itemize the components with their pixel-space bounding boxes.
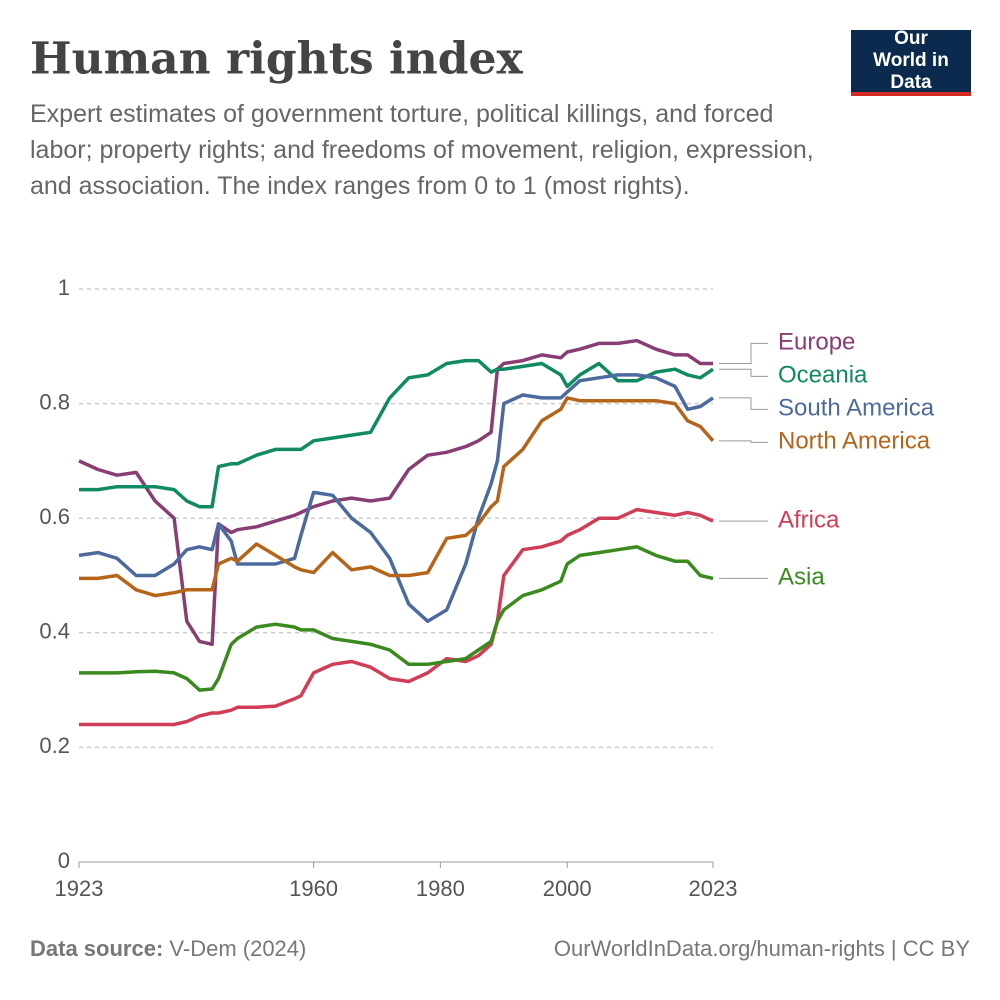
source-label: Data source: <box>30 936 164 961</box>
x-tick-label: 1980 <box>416 876 465 901</box>
y-tick-label: 0.4 <box>39 619 70 644</box>
legend-label: South America <box>778 395 935 422</box>
footer-link[interactable]: OurWorldInData.org/human-rights | CC BY <box>553 936 970 961</box>
y-tick-label: 1 <box>58 275 70 300</box>
x-tick-label: 1960 <box>289 876 338 901</box>
series-line <box>79 396 715 598</box>
legend-label: Europe <box>778 329 855 356</box>
series-line <box>79 545 714 692</box>
legend-connector <box>719 342 768 364</box>
series-line <box>79 358 714 509</box>
y-tick-label: 0 <box>58 848 70 873</box>
x-tick-label: 2000 <box>543 876 592 901</box>
series-line <box>78 373 714 624</box>
legend-label: Asia <box>778 564 825 591</box>
legend-label: Oceania <box>778 362 868 389</box>
y-tick-label: 0.6 <box>39 504 70 529</box>
source-text: V-Dem (2024) <box>169 936 307 961</box>
footer: Data source: V-Dem (2024) OurWorldInData… <box>30 936 970 962</box>
legend-label: North America <box>778 428 931 455</box>
x-tick-label: 2023 <box>689 876 738 901</box>
series-line <box>79 507 714 727</box>
y-tick-label: 0.2 <box>39 733 70 758</box>
legend-label: Africa <box>778 506 840 533</box>
legend-connector <box>719 397 768 410</box>
chart-title: Human rights index <box>30 34 523 85</box>
x-tick-label: 1923 <box>55 876 104 901</box>
y-tick-label: 0.8 <box>39 389 70 414</box>
chart-subtitle: Expert estimates of government torture, … <box>30 100 814 200</box>
legend-connector <box>719 368 768 377</box>
source: Data source: V-Dem (2024) <box>30 936 306 962</box>
legend-connector <box>719 440 768 443</box>
series-line <box>78 338 713 647</box>
logo[interactable]: Our World in Data <box>851 28 971 96</box>
